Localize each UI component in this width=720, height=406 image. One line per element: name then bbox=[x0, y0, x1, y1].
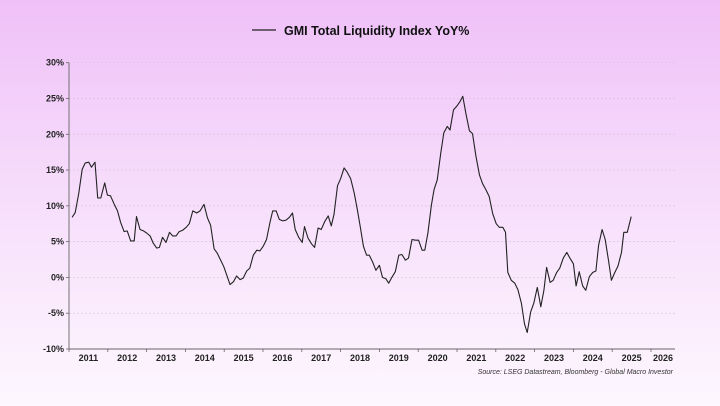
chart-title: GMI Total Liquidity Index YoY% bbox=[284, 24, 469, 38]
x-tick-label: 2017 bbox=[311, 353, 331, 363]
x-tick-label: 2024 bbox=[583, 353, 603, 363]
x-tick-label: 2015 bbox=[234, 353, 254, 363]
y-tick-label: 10% bbox=[46, 201, 64, 211]
x-tick-label: 2016 bbox=[272, 353, 292, 363]
x-tick-label: 2023 bbox=[544, 353, 564, 363]
y-tick-label: 30% bbox=[46, 58, 64, 68]
x-tick-label: 2022 bbox=[505, 353, 525, 363]
y-tick-label: 5% bbox=[51, 237, 64, 247]
x-tick-label: 2026 bbox=[653, 353, 673, 363]
source-note: Source: LSEG Datastream, Bloomberg - Glo… bbox=[478, 369, 674, 376]
x-tick-label: 2019 bbox=[389, 353, 409, 363]
y-tick-label: 15% bbox=[46, 165, 64, 175]
x-tick-label: 2018 bbox=[350, 353, 370, 363]
y-tick-label: -10% bbox=[43, 344, 64, 354]
y-tick-label: 20% bbox=[46, 129, 64, 139]
x-tick-label: 2021 bbox=[466, 353, 486, 363]
x-tick-label: 2014 bbox=[195, 353, 215, 363]
series-line bbox=[71, 95, 632, 334]
y-tick-label: -5% bbox=[48, 308, 64, 318]
x-tick-label: 2011 bbox=[79, 353, 99, 363]
y-tick-label: 0% bbox=[51, 272, 64, 282]
y-tick-label: 25% bbox=[46, 93, 64, 103]
x-tick-label: 2025 bbox=[622, 353, 642, 363]
x-tick-label: 2013 bbox=[156, 353, 176, 363]
x-tick-label: 2020 bbox=[428, 353, 448, 363]
x-tick-label: 2012 bbox=[117, 353, 137, 363]
